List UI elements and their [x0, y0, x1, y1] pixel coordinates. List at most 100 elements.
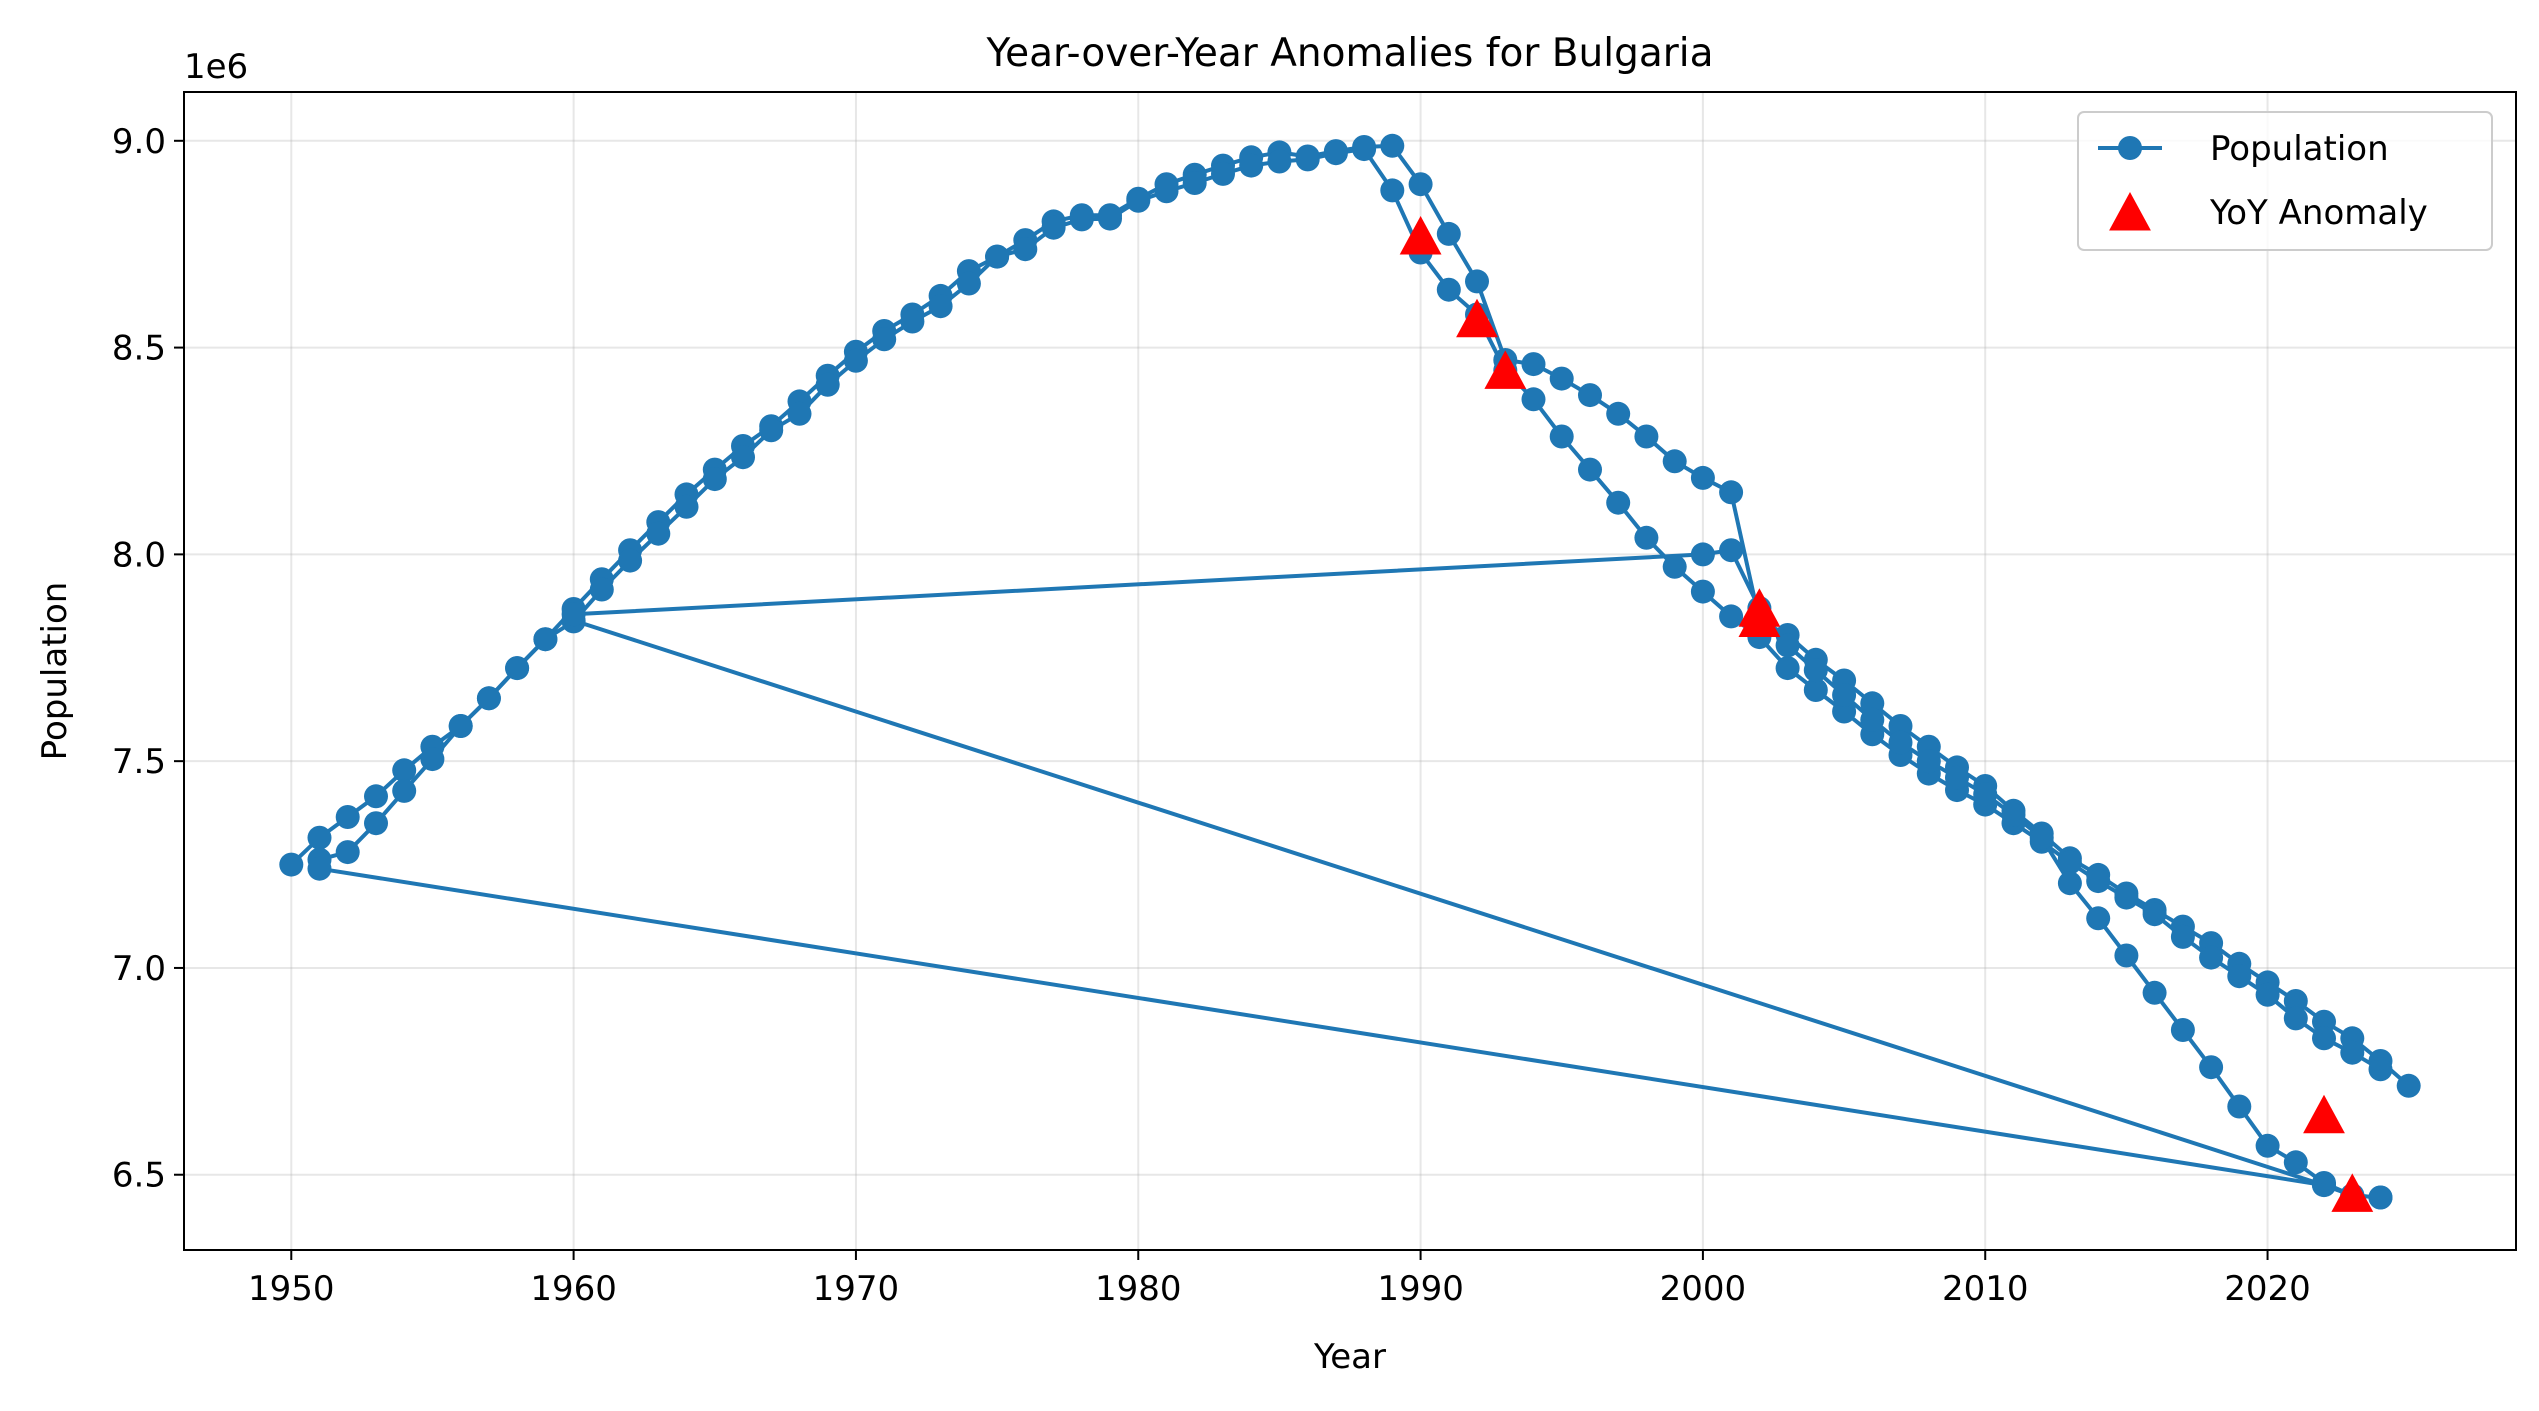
population-point [1013, 237, 1038, 262]
population-point [2057, 850, 2082, 875]
y-tick-label: 7.5 [112, 742, 166, 782]
y-tick-label: 8.0 [112, 535, 166, 575]
x-tick-label: 2000 [1660, 1269, 1747, 1309]
population-point [335, 840, 360, 865]
anomaly-point [2331, 1173, 2374, 1212]
population-point [731, 445, 755, 470]
population-point [928, 294, 953, 319]
x-tick-label: 1990 [1377, 1269, 1464, 1309]
population-point [1549, 424, 1574, 449]
population-point [1211, 161, 1235, 186]
population-point [335, 805, 360, 829]
population-point [392, 758, 417, 783]
population-point [1916, 749, 1941, 774]
anomaly-layer [1399, 216, 2374, 1212]
x-tick-label: 1960 [530, 1269, 617, 1309]
legend-population-marker-swatch [2118, 136, 2142, 160]
population-point [1521, 387, 1546, 412]
series-layer [279, 133, 2421, 1210]
population-point [1380, 133, 1405, 158]
population-point [589, 577, 614, 602]
population-point [2029, 825, 2054, 850]
population-point [1239, 153, 1264, 178]
population-point [985, 244, 1010, 269]
y-offset-label: 1e6 [184, 47, 248, 87]
chart-title: Year-over-Year Anomalies for Bulgaria [985, 31, 1713, 76]
population-point [1465, 269, 1489, 294]
population-point [1521, 352, 1546, 377]
population-point [2283, 989, 2308, 1013]
anomaly-point [1456, 298, 1498, 338]
population-point [1436, 221, 1461, 246]
population-line [572, 618, 2381, 1200]
population-point [1719, 538, 1744, 563]
population-point [364, 784, 388, 809]
population-point [1634, 525, 1659, 550]
population-point [2086, 869, 2111, 894]
population-point [1380, 178, 1405, 203]
x-tick-label: 2010 [1942, 1269, 2029, 1309]
population-point [759, 418, 784, 443]
y-axis-label: Population [35, 582, 75, 761]
x-tick-label: 1980 [1095, 1269, 1182, 1309]
population-point [307, 825, 332, 850]
population-point [2170, 1018, 2195, 1042]
population-point [1832, 683, 1857, 707]
population-point [2312, 1026, 2336, 1051]
population-point [2368, 1057, 2393, 1082]
population-point [2086, 906, 2111, 931]
population-point [900, 309, 925, 334]
population-point [1690, 579, 1715, 604]
population-point [2396, 1073, 2421, 1098]
legend: Population YoY Anomaly [2077, 111, 2493, 251]
population-point [1662, 554, 1687, 579]
population-point [1126, 188, 1151, 213]
population-point [956, 271, 981, 296]
population-point [2199, 1055, 2224, 1080]
anomaly-point [1738, 598, 1781, 637]
population-point [1408, 172, 1433, 197]
anomaly-point [1484, 350, 1527, 389]
population-point [2255, 1133, 2280, 1158]
legend-anomaly-marker-swatch [2109, 192, 2151, 231]
population-point [787, 401, 812, 426]
population-point [2312, 1171, 2336, 1195]
population-point [2142, 902, 2167, 927]
population-point [1690, 542, 1715, 567]
population-point [1041, 215, 1066, 240]
x-tick-label: 1950 [248, 1269, 335, 1309]
plot-frame [183, 91, 2517, 1251]
population-point [1154, 179, 1179, 204]
y-tick-label: 7.0 [112, 949, 166, 989]
population-point [2368, 1185, 2393, 1210]
population-point [2340, 1040, 2365, 1065]
population-point [1098, 206, 1122, 231]
anomaly-point [1399, 216, 1442, 255]
population-point [561, 602, 586, 627]
population-line [318, 147, 2382, 1072]
population-point [815, 372, 840, 397]
population-point [1860, 707, 1885, 732]
population-point [392, 778, 417, 803]
population-point [1634, 424, 1659, 449]
population-point [1182, 171, 1207, 195]
population-point [279, 852, 304, 877]
population-point [1775, 633, 1800, 658]
y-tick-label: 6.5 [112, 1156, 166, 1196]
population-point [1860, 691, 1885, 716]
population-point [674, 494, 699, 519]
population-point [1578, 383, 1602, 408]
population-point [1945, 765, 1969, 790]
population-point [420, 747, 445, 772]
population-point [1803, 658, 1828, 683]
population-point [2283, 1006, 2308, 1031]
population-point [1803, 678, 1828, 702]
population-point [1719, 604, 1744, 629]
population-point [1888, 714, 1913, 738]
population-point [2227, 1094, 2252, 1119]
population-point [2142, 980, 2167, 1005]
population-point [646, 521, 671, 546]
population-point [1578, 457, 1602, 482]
